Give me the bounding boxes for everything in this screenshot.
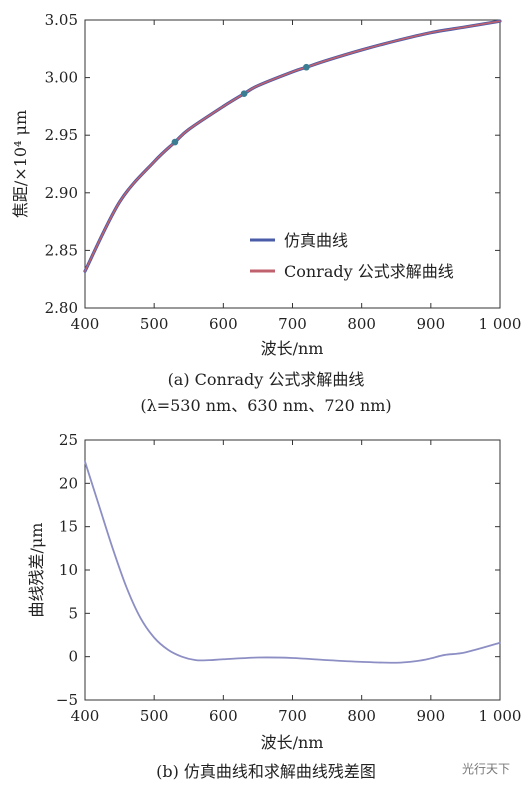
chartB-y-tick-label: 10 xyxy=(59,561,78,579)
chartB-y-tick-label: 20 xyxy=(59,474,78,492)
chartB-y-tick-label: 0 xyxy=(68,648,78,666)
chartB-x-tick-label: 700 xyxy=(278,707,307,725)
chartB-x-tick-label: 900 xyxy=(417,707,446,725)
chartA-marker-point xyxy=(303,63,310,71)
chartB-y-tick-label: 5 xyxy=(68,604,78,622)
chart-a-x-axis-label: 波长/nm xyxy=(261,339,324,358)
chartA-marker-point xyxy=(171,138,179,146)
chart-a-legend: 仿真曲线 Conrady 公式求解曲线 xyxy=(250,231,454,281)
chart-b-caption: (b) 仿真曲线和求解曲线残差图 xyxy=(156,762,376,781)
chartB-series-line-0 xyxy=(84,460,501,664)
chartA-y-tick-label: 2.90 xyxy=(45,184,78,202)
chartA-x-tick-label: 400 xyxy=(71,315,100,333)
chartB-x-tick-label: 600 xyxy=(209,707,238,725)
chartA-x-tick-label: 900 xyxy=(417,315,446,333)
chartB-x-tick-label: 1 000 xyxy=(479,707,522,725)
chartA-x-tick-label: 500 xyxy=(140,315,169,333)
chartA-y-tick-label: 2.80 xyxy=(45,299,78,317)
chart-a-caption: (a) Conrady 公式求解曲线 xyxy=(167,370,365,389)
chartA-x-tick-label: 700 xyxy=(278,315,307,333)
chart-a-x-ticks: 400 500 600 700 800 900 1 000 xyxy=(71,20,522,333)
chartB-x-tick-label: 500 xyxy=(140,707,169,725)
chartA-y-tick-label: 2.95 xyxy=(45,126,78,144)
legend-label-conrady: Conrady 公式求解曲线 xyxy=(284,262,454,281)
chartB-x-tick-label: 400 xyxy=(71,707,100,725)
chartA-y-tick-label: 3.05 xyxy=(45,11,78,29)
chartA-y-tick-label: 3.00 xyxy=(45,69,78,87)
chart-b-y-axis-label: 曲线残差/μm xyxy=(27,523,46,618)
chart-a: 400 500 600 700 800 900 1 000 2.80 2.85 2.90 2.95… xyxy=(11,11,521,358)
chart-b: 400 500 600 700 800 900 1 000 −5 0 5 10 15 20 25 波长/… xyxy=(27,431,521,752)
chartB-y-tick-label: 25 xyxy=(59,431,78,449)
chartB-y-tick-label: 15 xyxy=(59,518,78,536)
chart-b-x-ticks: 400 500 600 700 800 900 1 000 xyxy=(71,440,522,725)
chartB-y-tick-label: −5 xyxy=(56,691,78,709)
chart-a-series xyxy=(83,19,502,273)
legend-label-simulation: 仿真曲线 xyxy=(284,231,348,250)
chart-b-x-axis-label: 波长/nm xyxy=(261,733,324,752)
chartA-x-tick-label: 1 000 xyxy=(479,315,522,333)
chart-b-series xyxy=(84,460,501,664)
chartA-series-line-1 xyxy=(84,20,501,272)
chartA-marker-point xyxy=(240,90,248,98)
chart-a-y-axis-label: 焦距/×10⁴ μm xyxy=(11,110,30,218)
chart-a-markers xyxy=(171,63,310,146)
chart-b-y-ticks: −5 0 5 10 15 20 25 xyxy=(56,431,500,709)
chart-a-caption-sub: (λ=530 nm、630 nm、720 nm) xyxy=(140,396,392,415)
chartA-x-tick-label: 600 xyxy=(209,315,238,333)
chartB-x-tick-label: 800 xyxy=(347,707,376,725)
chartA-x-tick-label: 800 xyxy=(347,315,376,333)
watermark: 光行天下 xyxy=(462,762,511,776)
chart-a-y-ticks: 2.80 2.85 2.90 2.95 3.00 3.05 xyxy=(45,11,500,317)
chartA-y-tick-label: 2.85 xyxy=(45,241,78,259)
chart-b-frame xyxy=(84,439,501,701)
